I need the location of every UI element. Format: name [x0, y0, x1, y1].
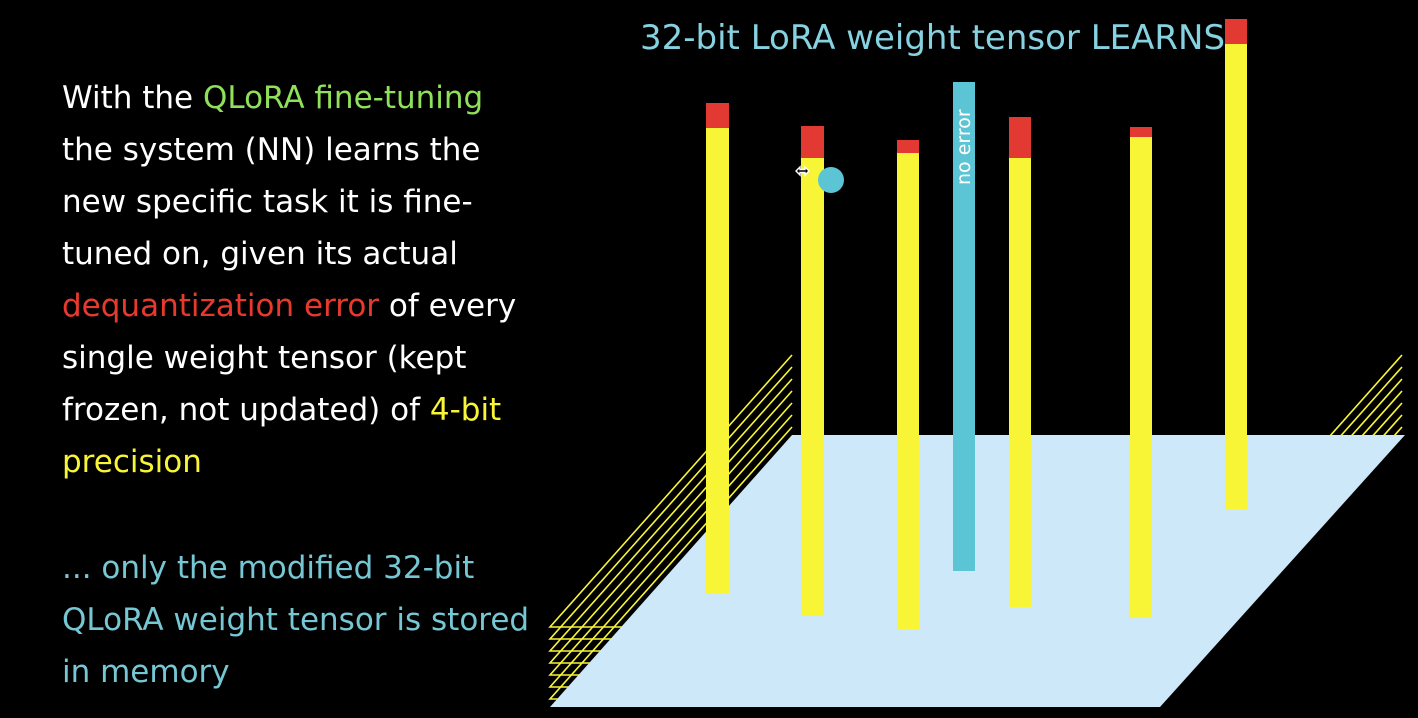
error-cap	[801, 126, 824, 158]
lora-bar	[953, 82, 975, 571]
dequantization-error-highlight: dequantization error	[62, 288, 380, 324]
explanation-text: With the QLoRA fine-tuning the system (N…	[62, 72, 542, 488]
weight-bar-group	[706, 19, 1247, 629]
explanation-part2: the system (NN) learns the new specific …	[62, 132, 481, 272]
weight-bar	[801, 158, 824, 616]
memory-note: ... only the modified 32-bit QLoRA weigh…	[62, 550, 530, 690]
weight-bar	[897, 153, 919, 629]
cursor-dot	[818, 167, 844, 193]
explanation-part1: With the	[62, 80, 203, 116]
error-cap	[1130, 127, 1152, 137]
explanation-part3: of every single weight tensor (kept froz…	[62, 288, 517, 428]
weight-bar	[1009, 158, 1031, 607]
error-cap	[1009, 117, 1031, 158]
error-cap	[706, 103, 729, 128]
precision-highlight: 4-bit precision	[62, 392, 502, 480]
resize-cursor-icon	[795, 165, 810, 177]
qlora-highlight: QLoRA fine-tuning	[202, 80, 484, 116]
no-error-label: no error	[953, 109, 975, 185]
weight-bar	[1130, 137, 1152, 617]
error-cap	[1225, 19, 1247, 44]
weight-bar	[706, 128, 729, 593]
base-plane	[550, 435, 1405, 707]
error-cap	[897, 140, 919, 153]
weight-bar	[1225, 44, 1247, 509]
diagram-title: 32-bit LoRA weight tensor LEARNS	[640, 18, 1226, 58]
